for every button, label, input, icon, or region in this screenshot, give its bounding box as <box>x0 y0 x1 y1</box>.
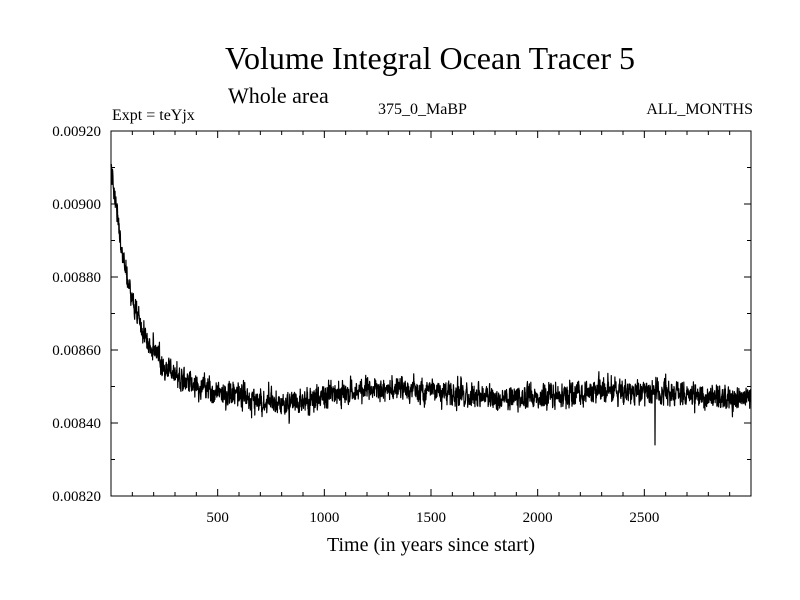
x-tick-label: 500 <box>206 510 229 526</box>
chart-title: Volume Integral Ocean Tracer 5 <box>225 40 635 76</box>
x-axis-label: Time (in years since start) <box>326 534 536 556</box>
y-tick-label: 0.00880 <box>52 270 101 286</box>
x-tick-label: 1500 <box>416 510 446 526</box>
months-label: ALL_MONTHS <box>646 101 753 118</box>
y-tick-label: 0.00840 <box>52 416 101 432</box>
experiment-label: Expt = teYjx <box>112 107 195 124</box>
x-tick-label: 1000 <box>309 510 339 526</box>
x-tick-label: 2000 <box>523 510 553 526</box>
series-layer <box>110 163 752 446</box>
axis-layer: 0.00820 0.00840 0.00860 0.00880 0.00900 0.009… <box>52 124 752 526</box>
chart-subtitle: Whole area <box>228 83 329 108</box>
y-tick-label: 0.00860 <box>52 343 101 359</box>
y-tick-label: 0.00820 <box>52 489 101 505</box>
y-tick-label: 0.00900 <box>52 197 101 213</box>
x-tick-label: 2500 <box>629 510 659 526</box>
y-tick-label: 0.00920 <box>52 124 101 140</box>
period-label: 375_0_MaBP <box>378 101 467 118</box>
series-line <box>110 163 752 446</box>
